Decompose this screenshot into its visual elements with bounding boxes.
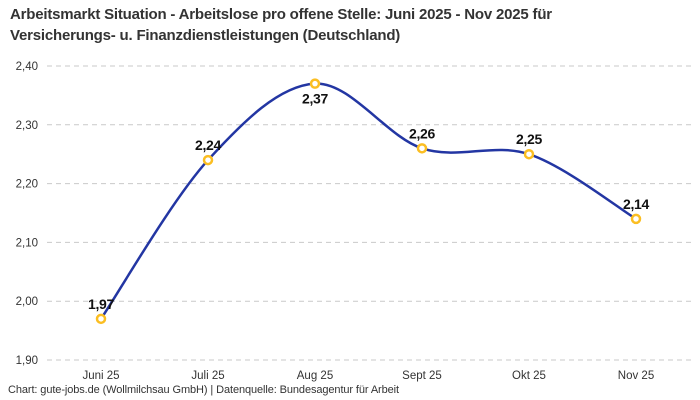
x-tick-label: Nov 25 [618, 370, 654, 382]
data-point-label: 1,97 [88, 296, 115, 312]
data-point-label: 2,26 [409, 125, 436, 141]
y-tick-label: 2,00 [16, 296, 38, 308]
x-tick-label: Juni 25 [82, 370, 119, 382]
y-tick-label: 1,90 [16, 355, 38, 367]
data-point-label: 2,37 [302, 91, 329, 107]
x-tick-label: Sept 25 [402, 370, 442, 382]
data-point-marker [309, 78, 321, 89]
data-point-label: 2,25 [516, 131, 543, 147]
data-point-marker [416, 143, 428, 154]
chart-title: Arbeitsmarkt Situation - Arbeitslose pro… [10, 4, 694, 46]
data-point-marker [630, 213, 642, 225]
x-tick-label: Juli 25 [191, 370, 224, 382]
series-line [99, 82, 638, 321]
y-tick-label: 2,10 [16, 237, 38, 249]
x-tick-label: Aug 25 [297, 370, 333, 382]
y-tick-label: 2,40 [16, 61, 38, 73]
data-point-label: 2,14 [623, 196, 650, 212]
chart-title-line2: Versicherungs- u. Finanzdienstleistungen… [10, 27, 401, 44]
y-tick-label: 2,20 [16, 179, 38, 191]
x-tick-label: Okt 25 [512, 370, 546, 382]
chart-title-line1: Arbeitsmarkt Situation - Arbeitslose pro… [10, 6, 552, 23]
data-point-marker [523, 148, 535, 160]
data-point-marker [95, 313, 107, 325]
data-point-marker [202, 154, 214, 166]
chart-footer: Chart: gute-jobs.de (Wollmilchsau GmbH) … [8, 384, 399, 396]
data-point-label: 2,24 [195, 137, 222, 153]
y-tick-label: 2,30 [16, 120, 38, 132]
